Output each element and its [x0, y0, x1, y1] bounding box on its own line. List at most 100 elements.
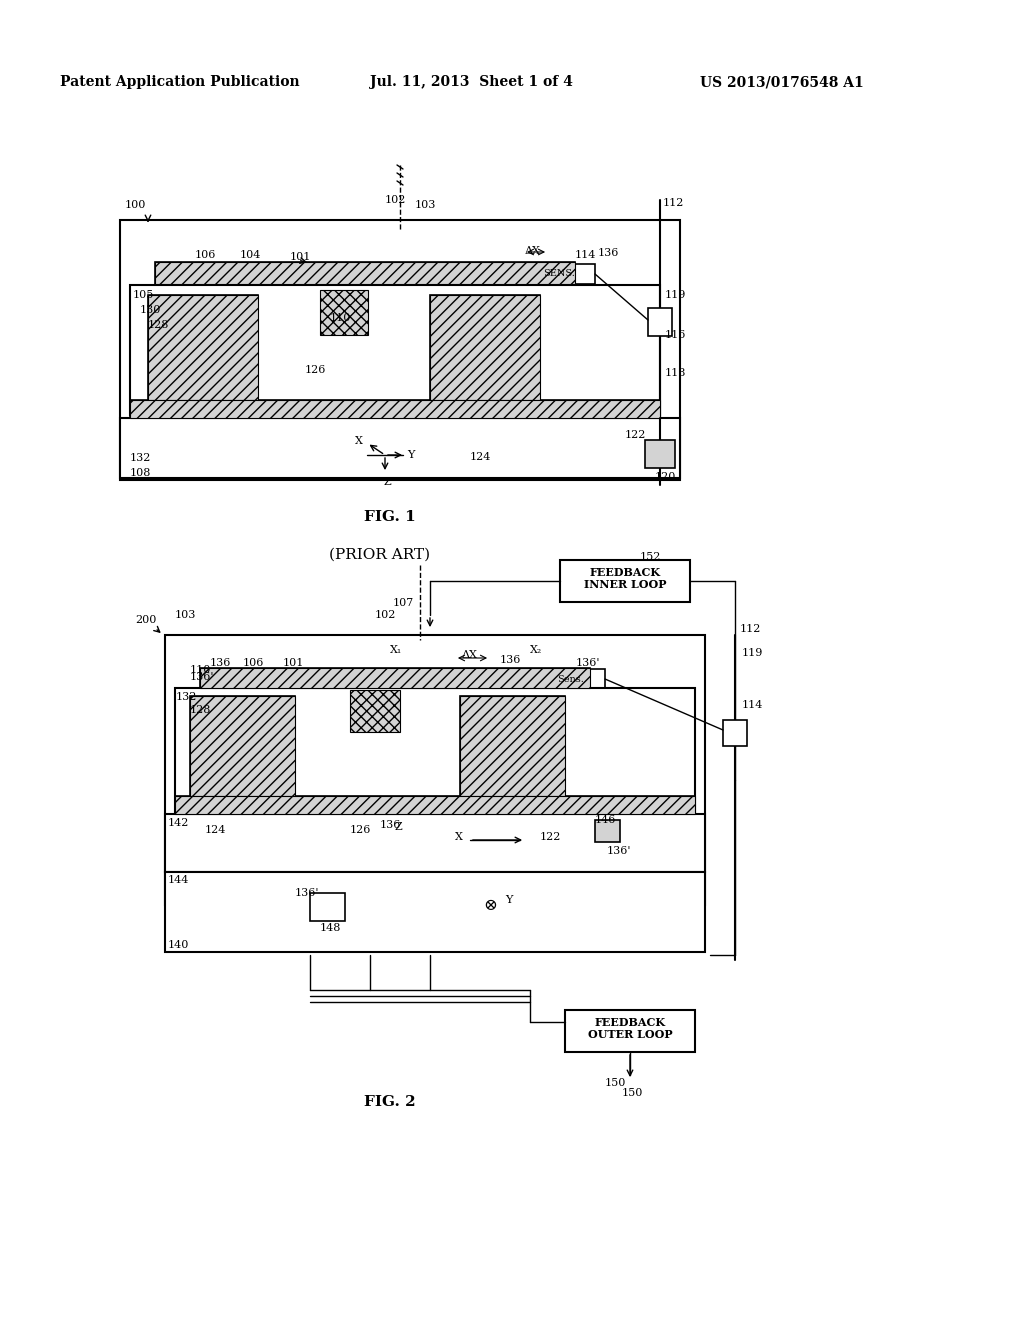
Bar [165, 635, 705, 906]
Text: 136: 136 [210, 657, 231, 668]
Text: 114: 114 [575, 249, 596, 260]
Text: 100: 100 [125, 201, 146, 210]
Bar [200, 668, 590, 688]
Text: 122: 122 [625, 430, 646, 440]
Text: 124: 124 [205, 825, 226, 836]
Text: 103: 103 [175, 610, 197, 620]
Text: Y: Y [505, 895, 512, 906]
Bar [645, 440, 675, 469]
Text: 101: 101 [290, 252, 311, 261]
Bar [130, 400, 660, 418]
Text: 142: 142 [168, 818, 189, 828]
Text: FEEDBACK: FEEDBACK [595, 1016, 666, 1028]
Text: X: X [455, 832, 463, 842]
Bar [565, 1010, 695, 1052]
Text: 128: 128 [148, 319, 169, 330]
Text: 140: 140 [168, 940, 189, 950]
Text: 136': 136' [190, 672, 214, 682]
Bar [148, 294, 258, 400]
Text: X₂: X₂ [530, 645, 543, 655]
Text: 132: 132 [176, 692, 198, 702]
Bar [430, 294, 540, 400]
Text: Patent Application Publication: Patent Application Publication [60, 75, 300, 88]
Text: 101: 101 [283, 657, 304, 668]
Text: 108: 108 [130, 469, 152, 478]
Text: Jul. 11, 2013  Sheet 1 of 4: Jul. 11, 2013 Sheet 1 of 4 [370, 75, 572, 88]
Text: 136: 136 [500, 655, 521, 665]
Text: 146: 146 [595, 814, 616, 825]
Text: OUTER LOOP: OUTER LOOP [588, 1030, 673, 1040]
Text: 118: 118 [665, 368, 686, 378]
Text: 126: 126 [305, 366, 327, 375]
Text: ⊗: ⊗ [483, 898, 497, 915]
Text: Sens.: Sens. [557, 675, 584, 684]
Text: FIG. 2: FIG. 2 [365, 1096, 416, 1109]
Text: 150: 150 [622, 1088, 643, 1098]
Text: 148: 148 [319, 923, 341, 933]
Bar [190, 696, 295, 796]
Text: 104: 104 [240, 249, 261, 260]
Bar [148, 294, 258, 400]
Text: 128: 128 [190, 705, 211, 715]
Text: 136': 136' [295, 888, 319, 898]
Text: Y: Y [407, 450, 415, 459]
Text: 116: 116 [665, 330, 686, 341]
Text: SENS.: SENS. [543, 269, 574, 279]
Text: 102: 102 [375, 610, 396, 620]
Bar [319, 290, 368, 335]
Text: 110: 110 [330, 313, 351, 323]
Bar [460, 696, 565, 796]
Text: 200: 200 [135, 615, 157, 624]
Text: ΔX: ΔX [462, 649, 478, 660]
Text: ΔX: ΔX [525, 246, 541, 256]
Text: FIG. 1: FIG. 1 [365, 510, 416, 524]
Text: 105: 105 [133, 290, 155, 300]
Text: FEEDBACK: FEEDBACK [590, 568, 660, 578]
Text: 124: 124 [470, 451, 492, 462]
Text: 107: 107 [393, 598, 415, 609]
Bar [723, 719, 746, 746]
Bar [175, 688, 695, 816]
Text: 120: 120 [655, 473, 677, 482]
Text: X₁: X₁ [390, 645, 402, 655]
Bar [155, 261, 575, 284]
Text: 112: 112 [663, 198, 684, 209]
Text: 136': 136' [607, 846, 632, 855]
Bar [310, 894, 345, 921]
Text: 136: 136 [380, 820, 401, 830]
Text: 119: 119 [665, 290, 686, 300]
Text: US 2013/0176548 A1: US 2013/0176548 A1 [700, 75, 864, 88]
Text: 130: 130 [140, 305, 162, 315]
Text: 112: 112 [740, 624, 762, 634]
Text: 132: 132 [130, 453, 152, 463]
Bar [165, 873, 705, 952]
Bar [350, 690, 400, 733]
Text: 136: 136 [598, 248, 620, 257]
Bar [165, 814, 705, 873]
Text: 119: 119 [742, 648, 763, 657]
Bar [130, 285, 660, 414]
Bar [445, 308, 525, 383]
Bar [430, 294, 540, 400]
Bar [540, 264, 595, 284]
Bar [200, 668, 590, 688]
Text: Z: Z [395, 822, 402, 832]
Text: 106: 106 [243, 657, 264, 668]
Text: 136': 136' [575, 657, 600, 668]
Text: 103: 103 [415, 201, 436, 210]
Bar [595, 820, 620, 842]
Bar [130, 400, 660, 418]
Text: X: X [355, 436, 362, 446]
Text: 150: 150 [605, 1078, 627, 1088]
Text: 126: 126 [350, 825, 372, 836]
Bar [190, 696, 295, 796]
Text: 110: 110 [190, 665, 211, 675]
Bar [163, 308, 243, 383]
Text: 114: 114 [742, 700, 763, 710]
Bar [120, 418, 680, 478]
Text: 102: 102 [385, 195, 407, 205]
Bar [120, 220, 680, 480]
Bar [155, 261, 575, 284]
Bar [460, 696, 565, 796]
Bar [560, 560, 690, 602]
